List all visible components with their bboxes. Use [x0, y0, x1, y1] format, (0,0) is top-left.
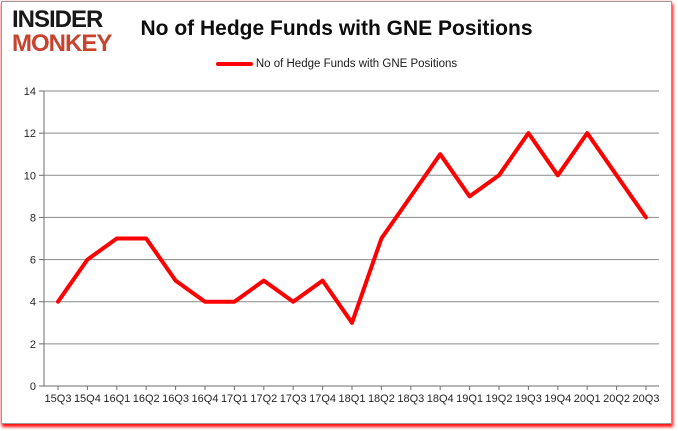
x-axis-tick-label: 19Q3 — [515, 393, 542, 405]
x-axis-tick-label: 19Q2 — [486, 393, 513, 405]
legend: No of Hedge Funds with GNE Positions — [2, 58, 671, 70]
x-axis-tick-label: 18Q3 — [397, 393, 424, 405]
y-axis-tick-label: 4 — [30, 297, 36, 309]
y-axis-tick-label: 8 — [30, 212, 36, 224]
x-axis-tick-label: 17Q1 — [221, 393, 248, 405]
y-axis-tick-label: 12 — [24, 128, 36, 140]
x-axis-tick-label: 16Q3 — [162, 393, 189, 405]
x-axis-tick-label: 20Q2 — [603, 393, 630, 405]
x-axis-tick-label: 16Q1 — [103, 393, 130, 405]
legend-label: No of Hedge Funds with GNE Positions — [255, 58, 458, 70]
x-axis-tick-label: 17Q3 — [280, 393, 307, 405]
x-axis-tick-label: 19Q1 — [456, 393, 483, 405]
x-axis-tick-label: 16Q2 — [133, 393, 160, 405]
x-axis-tick-label: 20Q3 — [633, 393, 660, 405]
x-axis-tick-label: 20Q1 — [574, 393, 601, 405]
y-axis-tick-label: 14 — [24, 86, 36, 98]
y-axis-tick-label: 6 — [30, 255, 36, 267]
x-axis-tick-label: 15Q4 — [74, 393, 101, 405]
legend-line-swatch — [215, 62, 253, 66]
chart-card: INSIDER MONKEY No of Hedge Funds with GN… — [1, 1, 672, 424]
logo-monkey-text: MONKEY — [12, 29, 112, 57]
x-axis-tick-label: 18Q4 — [427, 393, 454, 405]
x-axis-tick-label: 16Q4 — [192, 393, 219, 405]
y-axis-tick-label: 10 — [24, 170, 36, 182]
x-axis-tick-label: 19Q4 — [544, 393, 571, 405]
x-axis-tick-label: 15Q3 — [45, 393, 72, 405]
y-axis-tick-label: 2 — [30, 339, 36, 351]
x-axis-tick-label: 17Q4 — [309, 393, 336, 405]
y-axis-tick-label: 0 — [30, 381, 36, 393]
logo-insider-text: INSIDER — [12, 6, 103, 33]
insider-monkey-logo: INSIDER MONKEY — [12, 6, 112, 57]
x-axis-tick-label: 18Q2 — [368, 393, 395, 405]
series-line — [56, 131, 648, 325]
x-axis-tick-label: 17Q2 — [250, 393, 277, 405]
chart-title: No of Hedge Funds with GNE Positions — [140, 17, 533, 40]
x-axis-tick-label: 18Q1 — [339, 393, 366, 405]
